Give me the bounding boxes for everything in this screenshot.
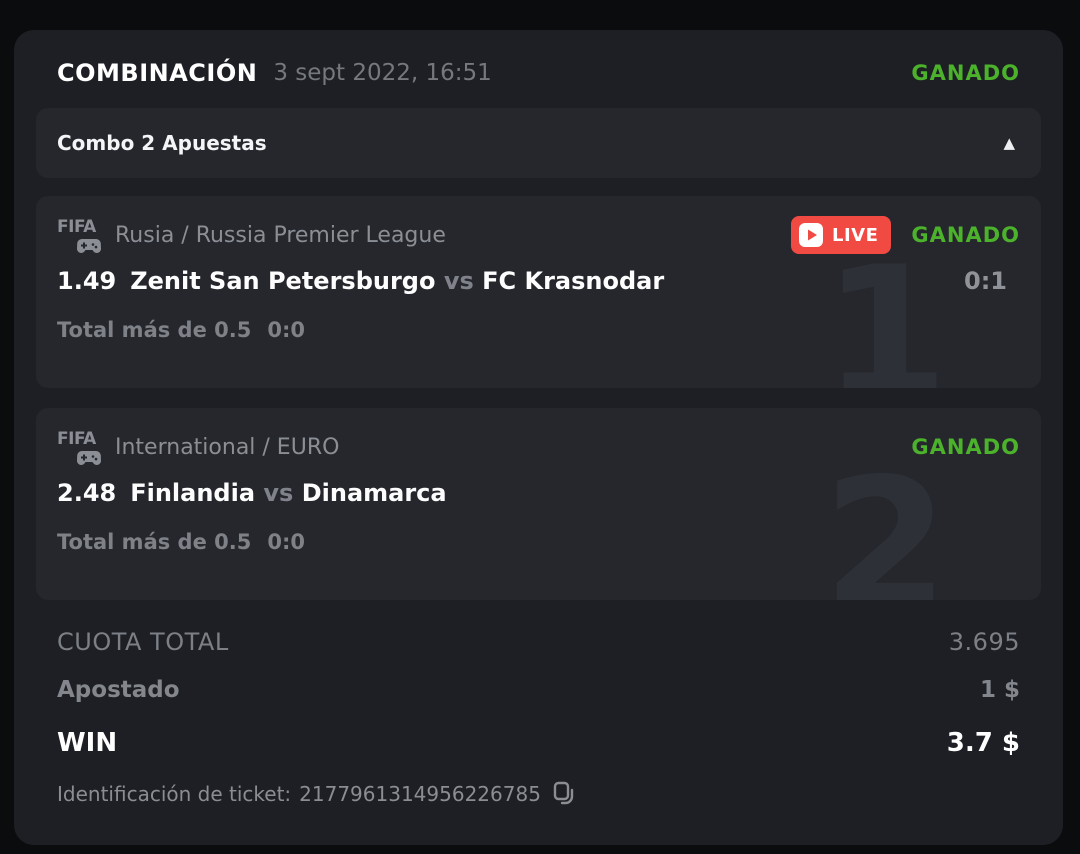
fifa-esports-icon: FIFA <box>57 429 103 465</box>
league-name: International / EURO <box>115 434 340 460</box>
ticket-id-row: Identificación de ticket: 21779613149562… <box>57 770 1020 818</box>
total-odds-label: CUOTA TOTAL <box>57 628 229 656</box>
bet-ticket-panel: COMBINACIÓN 3 sept 2022, 16:51 GANADO Co… <box>14 30 1063 845</box>
league-name: Rusia / Russia Premier League <box>115 222 446 248</box>
bet-league-row: FIFA Rusia / Russia Premier League <box>57 215 1020 255</box>
away-team: FC Krasnodar <box>482 267 665 295</box>
ticket-status-badge: GANADO <box>911 61 1020 85</box>
win-label: WIN <box>57 728 118 758</box>
collapse-up-icon[interactable]: ▲ <box>1003 133 1015 152</box>
bet-league-row: FIFA International / EURO GANADO <box>57 427 1020 467</box>
bet-market-row: Total más de 0.5 0:0 <box>57 527 1020 557</box>
stake-row: Apostado 1 $ <box>57 664 1020 716</box>
bet-odds: 2.48 <box>57 479 117 507</box>
bet-card-1: 1 FIFA Rusia / Russia Premier League <box>36 196 1041 388</box>
win-value: 3.7 $ <box>946 728 1020 758</box>
live-label: LIVE <box>831 224 879 246</box>
combo-accordion-toggle[interactable]: Combo 2 Apuestas ▲ <box>36 108 1041 178</box>
bet-match-row: 2.48 Finlandia vs Dinamarca <box>57 479 1020 513</box>
match-line: 2.48 Finlandia vs Dinamarca <box>57 479 447 507</box>
copy-icon <box>553 781 574 805</box>
ticket-header: COMBINACIÓN 3 sept 2022, 16:51 GANADO <box>36 50 1041 96</box>
win-row: WIN 3.7 $ <box>57 716 1020 770</box>
total-odds-row: CUOTA TOTAL 3.695 <box>57 620 1020 664</box>
play-icon <box>798 223 823 247</box>
bet-odds: 1.49 <box>57 267 117 295</box>
match-score: 0:1 <box>964 267 1007 295</box>
bet-market-row: Total más de 0.5 0:0 <box>57 315 1020 345</box>
gamepad-icon <box>77 239 101 253</box>
ticket-id-value: 2177961314956226785 <box>299 782 541 806</box>
market-score: 0:0 <box>267 318 305 342</box>
copy-ticket-id-button[interactable] <box>553 781 575 807</box>
vs-separator: vs <box>443 267 474 295</box>
total-odds-value: 3.695 <box>948 628 1020 656</box>
market-score: 0:0 <box>267 530 305 554</box>
market-name: Total más de 0.5 <box>57 318 252 342</box>
bet-match-row: 1.49 Zenit San Petersburgo vs FC Krasnoda… <box>57 267 1020 301</box>
ticket-type-title: COMBINACIÓN <box>57 59 258 87</box>
bet-number-watermark: 2 <box>822 439 949 600</box>
vs-separator: vs <box>263 479 294 507</box>
bet-card-2: 2 FIFA International / EURO GANADO <box>36 408 1041 600</box>
ticket-summary: CUOTA TOTAL 3.695 Apostado 1 $ WIN 3.7 $… <box>36 620 1041 818</box>
gamepad-icon <box>77 451 101 465</box>
fifa-icon-text: FIFA <box>57 429 96 449</box>
fifa-icon-text: FIFA <box>57 217 96 237</box>
combo-label: Combo 2 Apuestas <box>57 131 267 155</box>
match-line: 1.49 Zenit San Petersburgo vs FC Krasnoda… <box>57 267 664 295</box>
live-badge[interactable]: LIVE <box>790 216 892 254</box>
bet-number-watermark: 1 <box>822 227 949 388</box>
home-team: Finlandia <box>130 479 256 507</box>
stake-value: 1 $ <box>979 677 1020 703</box>
ticket-id-label: Identificación de ticket: <box>57 782 292 806</box>
stake-label: Apostado <box>57 677 180 703</box>
home-team: Zenit San Petersburgo <box>130 267 436 295</box>
away-team: Dinamarca <box>301 479 447 507</box>
bet-status-badge: GANADO <box>911 435 1020 459</box>
ticket-datetime: 3 sept 2022, 16:51 <box>273 60 492 86</box>
fifa-esports-icon: FIFA <box>57 217 103 253</box>
bet-status-badge: GANADO <box>911 223 1020 247</box>
market-name: Total más de 0.5 <box>57 530 252 554</box>
